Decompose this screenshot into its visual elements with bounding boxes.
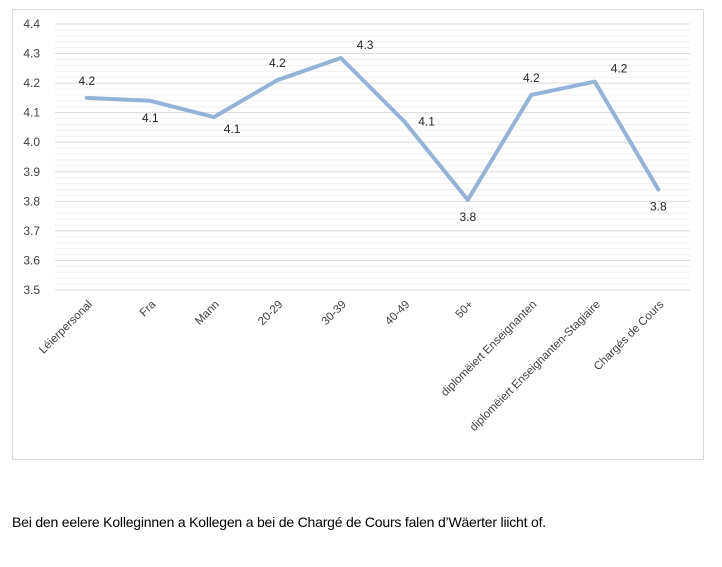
data-label: 4.1 [142,111,159,125]
x-tick-label: 50+ [454,298,476,320]
data-point [466,198,470,202]
y-axis-ticks: 3.5 3.6 3.7 3.8 3.9 4.0 4.1 4.2 4.3 4.4 [23,17,40,297]
y-tick-label: 4.4 [23,17,40,31]
data-point [275,78,279,82]
y-tick-label: 4.2 [23,76,40,90]
y-tick-label: 3.9 [23,165,40,179]
x-tick-label: Chargés de Cours [592,298,667,373]
x-tick-label: Léierpersonal [37,299,95,357]
data-label: 3.8 [459,210,476,224]
y-tick-label: 4.1 [23,106,40,120]
data-point [85,96,89,100]
x-axis-ticks: Léierpersonal Fra Mann 20-29 30-39 40-49 50+di… [37,298,666,433]
data-point [148,99,152,103]
x-tick-label: diplomëiert Enseignanten-Stagiaire [468,299,603,434]
x-tick-label: Fra [138,298,159,319]
y-tick-label: 3.5 [23,283,40,297]
chart-caption: Bei den eelere Kolleginnen a Kollegen a … [12,514,546,530]
x-tick-label: 30-39 [320,299,349,328]
x-tick-label: 40-49 [383,299,412,328]
x-tick-label: Mann [193,299,222,328]
data-label: 4.2 [523,71,540,85]
data-point [402,120,406,123]
y-tick-label: 3.7 [23,224,40,238]
data-point [339,56,343,60]
line-chart: 3.5 3.6 3.7 3.8 3.9 4.0 4.1 4.2 4.3 4.4 Léierpers… [23,17,690,434]
data-label: 4.2 [269,56,286,70]
data-point [656,188,660,191]
y-tick-label: 4.3 [23,47,40,61]
data-label: 4.2 [78,74,95,88]
y-tick-label: 4.0 [23,135,40,149]
data-label: 3.8 [650,200,667,214]
y-tick-label: 3.6 [23,253,40,267]
data-point [529,93,533,97]
data-point [212,115,216,119]
data-point [593,80,597,84]
data-labels: 4.2 4.1 4.1 4.2 4.3 4.1 3.8 4.2 4.2 3.8 [78,38,667,224]
data-label: 4.2 [611,62,628,76]
y-tick-label: 3.8 [23,194,40,208]
series-line [84,56,661,202]
x-tick-label: 20-29 [256,299,285,328]
series [84,56,661,202]
data-label: 4.1 [418,115,435,129]
gridlines [55,23,690,291]
data-label: 4.3 [357,38,374,52]
data-label: 4.1 [224,122,241,136]
